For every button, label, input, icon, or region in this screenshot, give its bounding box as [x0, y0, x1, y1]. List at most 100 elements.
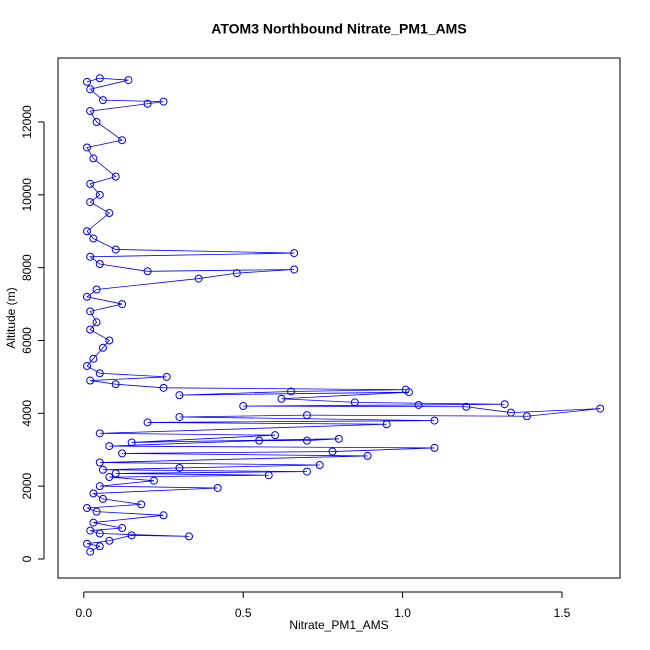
data-point [98, 96, 107, 105]
data-point [86, 252, 95, 261]
data-point [86, 85, 95, 94]
y-tick-label: 10000 [20, 178, 34, 212]
data-point [315, 461, 324, 470]
data-point [175, 391, 184, 400]
data-point [159, 383, 168, 392]
data-point [118, 136, 127, 145]
x-axis-label: Nitrate_PM1_AMS [289, 618, 388, 632]
data-point [277, 394, 286, 403]
data-point [89, 489, 98, 498]
data-point [83, 292, 92, 301]
data-point [401, 385, 410, 394]
data-point [194, 274, 203, 283]
data-point [118, 300, 127, 309]
data-point [127, 531, 136, 540]
data-point [143, 99, 152, 108]
data-point [95, 529, 104, 538]
data-point [86, 325, 95, 334]
data-point [83, 539, 92, 548]
data-point [271, 431, 280, 440]
data-point [111, 380, 120, 389]
data-point [143, 267, 152, 276]
data-point [83, 77, 92, 86]
data-point [290, 249, 299, 258]
data-point [105, 442, 114, 451]
data-point [350, 398, 359, 407]
data-point [522, 412, 531, 421]
data-point [118, 449, 127, 458]
data-point [255, 436, 264, 445]
data-point [95, 542, 104, 551]
data-point [185, 532, 194, 541]
y-tick-label: 2000 [20, 472, 34, 499]
y-tick-label: 12000 [20, 105, 34, 139]
data-point [111, 172, 120, 181]
data-point [328, 447, 337, 456]
data-point [290, 265, 299, 274]
data-point [92, 318, 101, 327]
data-point [83, 361, 92, 370]
data-point [105, 473, 114, 482]
data-point [430, 416, 439, 425]
x-tick-label: 1.0 [394, 606, 411, 620]
data-point [86, 307, 95, 316]
data-point [414, 400, 423, 409]
data-point [111, 469, 120, 478]
data-point [92, 507, 101, 516]
data-point [127, 438, 136, 447]
data-point [95, 482, 104, 491]
data-point [302, 411, 311, 420]
data-point [92, 117, 101, 126]
data-point [363, 451, 372, 460]
data-point [430, 443, 439, 452]
data-point [83, 143, 92, 152]
y-tick-label: 4000 [20, 400, 34, 427]
x-tick-label: 0.5 [235, 606, 252, 620]
data-point [95, 74, 104, 83]
data-point [124, 76, 133, 85]
data-point [86, 376, 95, 385]
data-point [98, 494, 107, 503]
y-tick-label: 6000 [20, 327, 34, 354]
data-point [105, 209, 114, 218]
data-point [95, 190, 104, 199]
data-point [98, 465, 107, 474]
data-point [287, 387, 296, 396]
data-point [95, 260, 104, 269]
data-point [89, 518, 98, 527]
y-tick-label: 0 [20, 555, 34, 562]
y-axis-label: Altitude (m) [4, 287, 18, 348]
data-point [86, 526, 95, 535]
data-point [213, 483, 222, 492]
data-point [159, 97, 168, 106]
data-point [302, 436, 311, 445]
data-point [159, 511, 168, 520]
data-point [175, 463, 184, 472]
data-point [462, 402, 471, 411]
data-point [95, 369, 104, 378]
data-point [500, 400, 509, 409]
data-point [95, 458, 104, 467]
data-point [302, 467, 311, 476]
data-point [89, 154, 98, 163]
data-point [506, 408, 515, 417]
data-point [98, 343, 107, 352]
data-point [86, 107, 95, 116]
chart-title: ATOM3 Northbound Nitrate_PM1_AMS [211, 21, 466, 37]
plot-frame [57, 57, 621, 579]
data-point [175, 412, 184, 421]
data-point [83, 227, 92, 236]
data-point [334, 434, 343, 443]
data-line [86, 77, 601, 553]
data-point [92, 285, 101, 294]
data-point [232, 269, 241, 278]
data-point [149, 476, 158, 485]
data-point [137, 500, 146, 509]
data-point [105, 536, 114, 545]
data-point [596, 404, 605, 413]
data-point [89, 354, 98, 363]
data-point [143, 418, 152, 427]
data-point [239, 402, 248, 411]
data-point [83, 504, 92, 513]
